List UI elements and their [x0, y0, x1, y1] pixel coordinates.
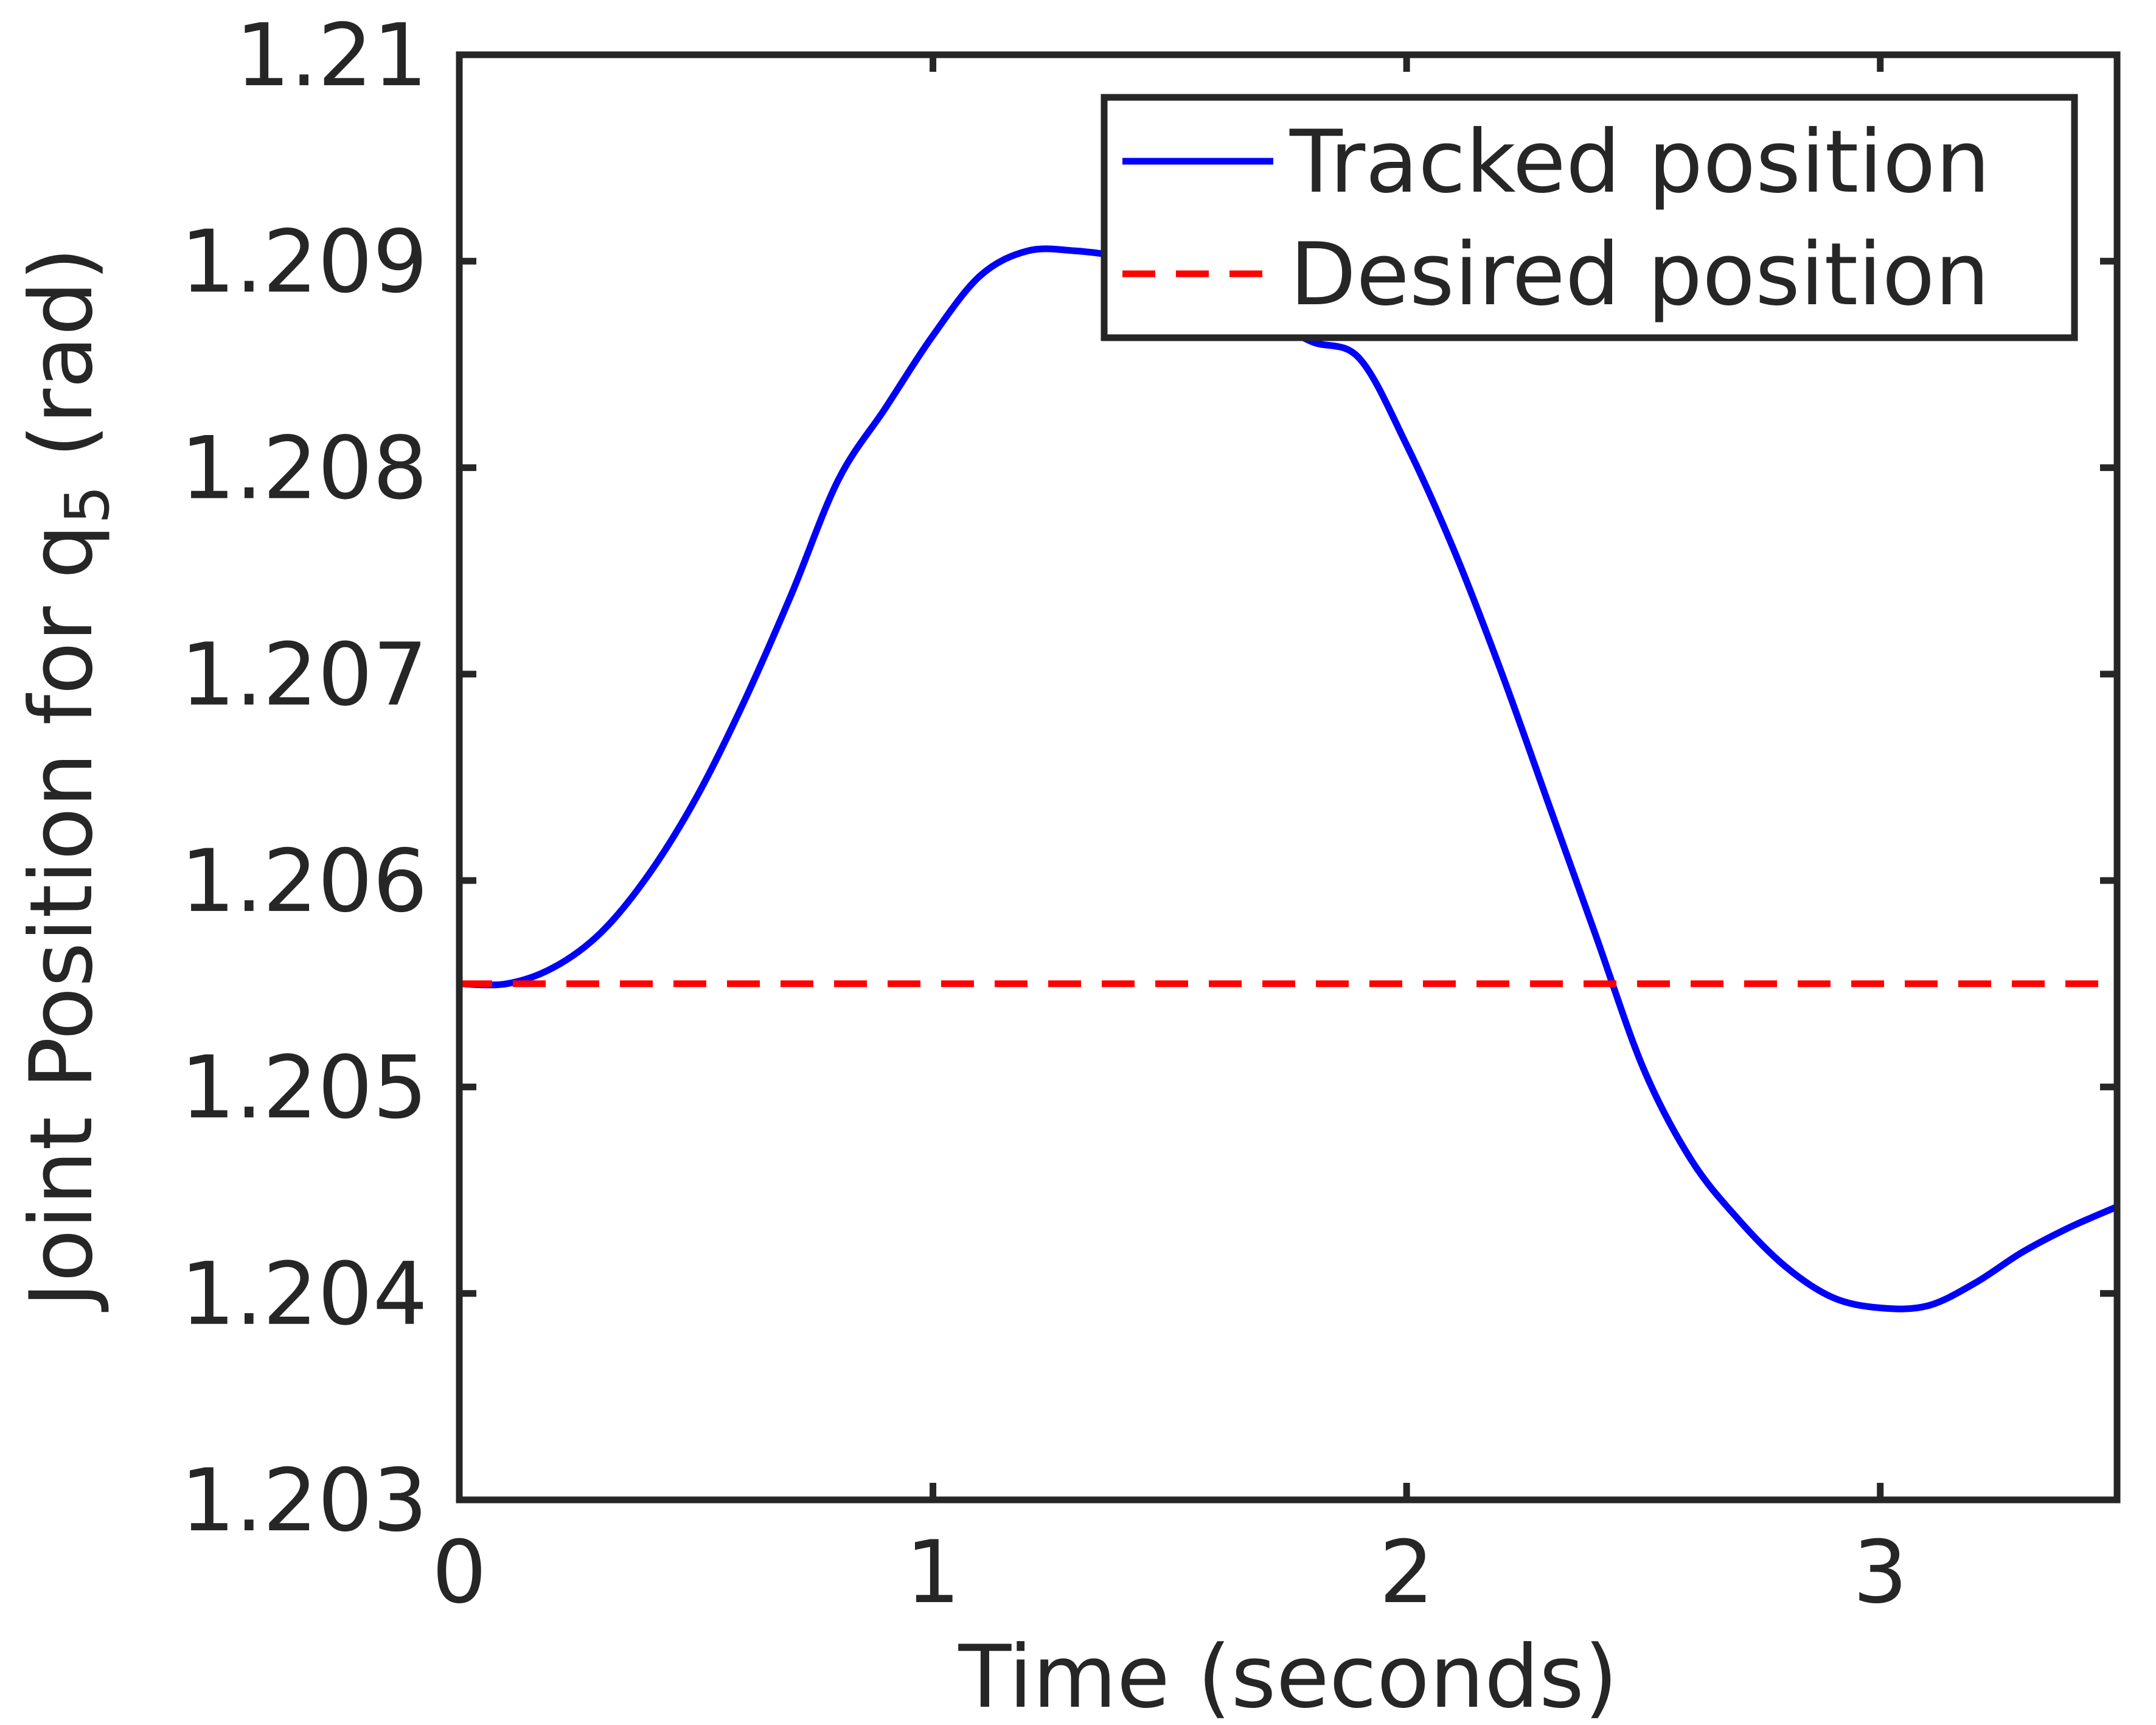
y-tick-label: 1.205	[180, 1037, 428, 1138]
x-axis-label: Time (seconds)	[958, 1627, 1618, 1725]
y-tick-label: 1.203	[180, 1451, 428, 1551]
series-layer	[459, 245, 2119, 1312]
legend-label-tracked: Tracked position	[1289, 112, 1991, 212]
plot-frame	[456, 51, 2121, 1504]
x-tick-label: 0	[432, 1522, 487, 1623]
x-tick-label: 2	[1379, 1522, 1434, 1623]
x-tick-label: 1	[905, 1522, 960, 1623]
y-axis-label-subscript: 5	[52, 486, 123, 524]
y-axis-label-main: Joint Position for q	[12, 524, 112, 1312]
y-tick-label: 1.206	[180, 831, 428, 932]
y-tick-label: 1.209	[180, 212, 428, 312]
y-axis-label: Joint Position for q5 (rad)	[12, 247, 123, 1312]
y-tick-label: 1.207	[180, 625, 428, 725]
series-line-tracked-position	[459, 245, 2119, 1312]
y-tick-label: 1.21	[235, 5, 428, 106]
tick-layer: 0 1 2 3 1.203 1.204 1.205 1.206 1.207 1.208 1.209 1…	[180, 5, 2117, 1623]
y-tick-label: 1.204	[180, 1244, 428, 1345]
legend-box	[1101, 94, 2078, 341]
legend: Tracked position Desired position	[1101, 94, 2078, 341]
y-tick-label: 1.208	[180, 419, 428, 519]
y-axis-label-suffix: (rad)	[12, 247, 112, 485]
legend-label-desired: Desired position	[1290, 225, 1990, 325]
x-tick-label: 3	[1853, 1522, 1908, 1623]
